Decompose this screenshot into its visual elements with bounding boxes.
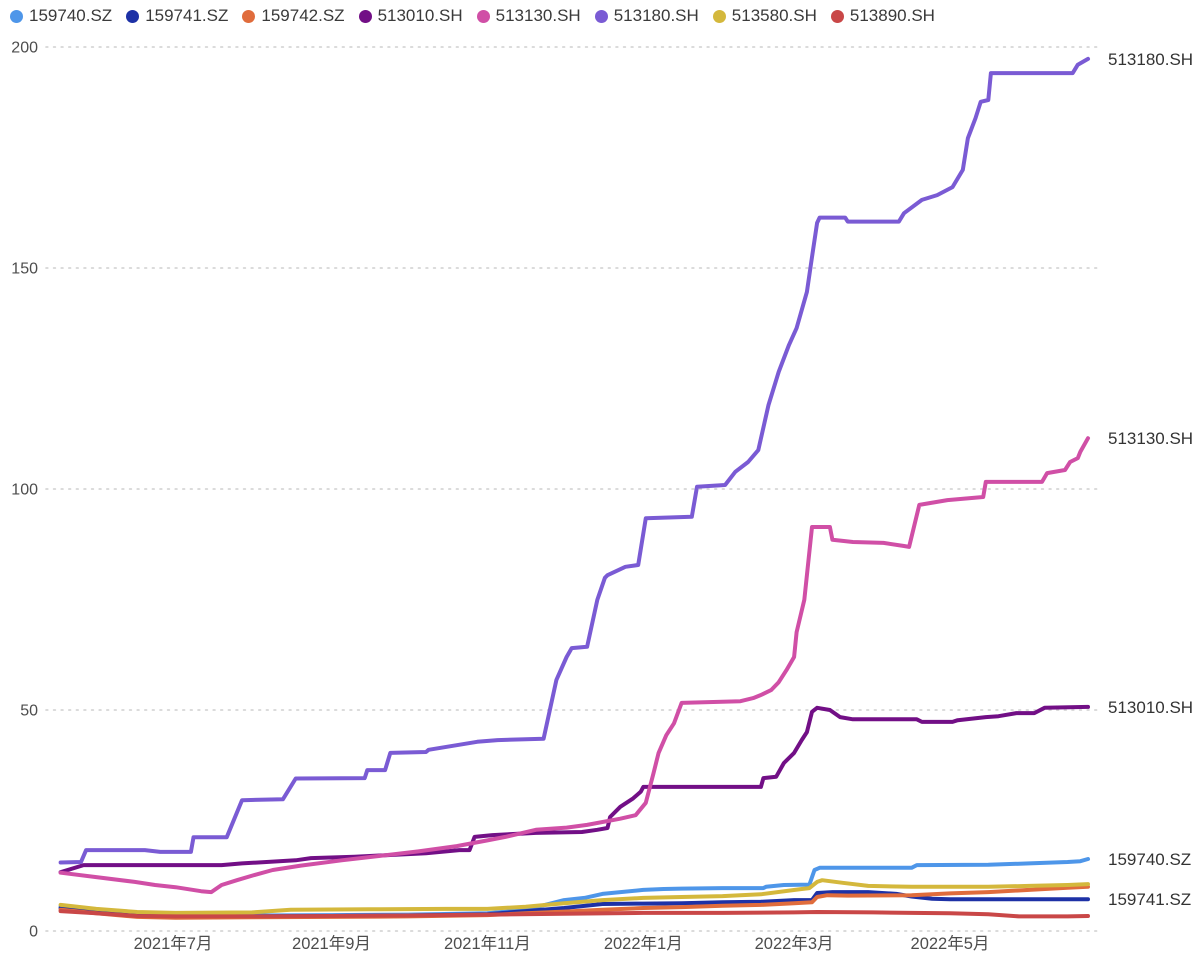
- y-axis-label: 0: [29, 924, 38, 941]
- legend-marker-icon: [476, 9, 490, 23]
- legend-label: 513130.SH: [495, 6, 581, 25]
- legend-item-159741.SZ[interactable]: 159741.SZ: [126, 6, 228, 26]
- legend-item-159740.SZ[interactable]: 159740.SZ: [10, 6, 112, 26]
- y-axis-label: 100: [11, 482, 38, 499]
- legend-label: 159740.SZ: [29, 6, 113, 25]
- series-end-label-159740.SZ: 159740.SZ: [1108, 850, 1191, 869]
- legend-marker-icon: [712, 9, 726, 23]
- series-line-513890.SH: [58, 909, 1090, 919]
- series-line-513580.SH: [58, 878, 1090, 915]
- y-axis-label: 200: [11, 40, 38, 57]
- legend-item-513180.SH[interactable]: 513180.SH: [594, 6, 699, 26]
- legend-label: 159741.SZ: [145, 6, 229, 25]
- series-end-label-513130.SH: 513130.SH: [1108, 429, 1193, 448]
- series-end-label-513010.SH: 513010.SH: [1108, 698, 1193, 717]
- y-axis-label: 50: [20, 703, 38, 720]
- series-line-513130.SH: [58, 436, 1090, 895]
- legend: 159740.SZ 159741.SZ 159742.SZ 513010.SH 5131…: [10, 6, 935, 26]
- x-axis-label: 2022年1月: [604, 934, 683, 953]
- legend-marker-icon: [242, 9, 256, 23]
- x-axis-label: 2022年5月: [911, 934, 990, 953]
- legend-marker-icon: [594, 9, 608, 23]
- legend-item-513010.SH[interactable]: 513010.SH: [358, 6, 463, 26]
- legend-marker-icon: [10, 9, 23, 23]
- legend-label: 513890.SH: [849, 6, 935, 25]
- x-axis-label: 2021年7月: [134, 934, 213, 953]
- legend-item-513890.SH[interactable]: 513890.SH: [830, 6, 935, 26]
- x-axis-label: 2021年9月: [292, 934, 371, 953]
- legend-item-513580.SH[interactable]: 513580.SH: [712, 6, 817, 26]
- y-axis-label: 150: [11, 261, 38, 278]
- x-axis-label: 2022年3月: [755, 934, 834, 953]
- legend-marker-icon: [126, 9, 140, 23]
- legend-label: 513010.SH: [377, 6, 463, 25]
- legend-item-159742.SZ[interactable]: 159742.SZ: [242, 6, 345, 26]
- series-end-label-513180.SH: 513180.SH: [1108, 50, 1193, 69]
- x-axis-label: 2021年11月: [444, 934, 531, 953]
- series-line-513180.SH: [58, 56, 1090, 865]
- legend-marker-icon: [358, 9, 372, 23]
- legend-label: 513180.SH: [613, 6, 699, 25]
- legend-marker-icon: [830, 9, 844, 23]
- legend-label: 159742.SZ: [261, 6, 345, 25]
- legend-label: 513580.SH: [731, 6, 817, 25]
- legend-item-513130.SH[interactable]: 513130.SH: [476, 6, 581, 26]
- series-end-label-159741.SZ: 159741.SZ: [1108, 890, 1191, 909]
- series-line-513010.SH: [58, 704, 1090, 875]
